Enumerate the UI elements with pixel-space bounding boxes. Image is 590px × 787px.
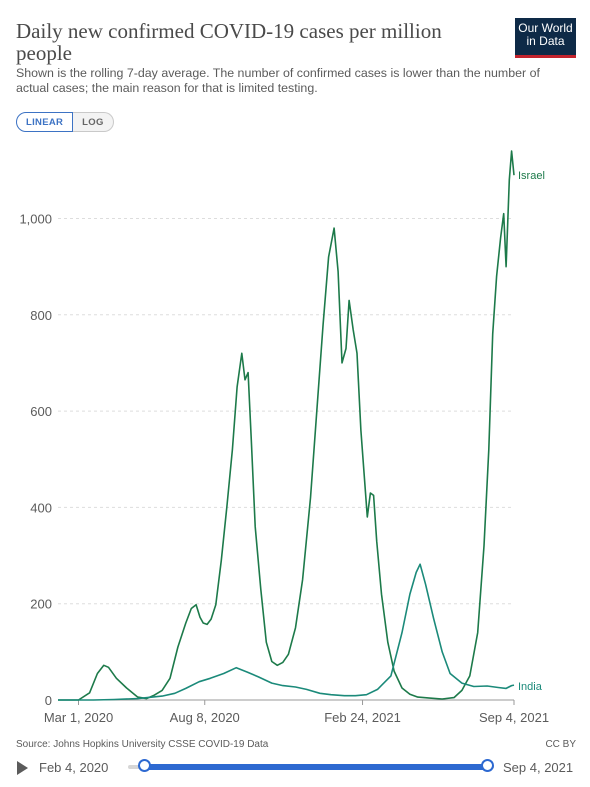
x-tick-label: Mar 1, 2020 <box>44 710 113 725</box>
chart-subtitle: Shown is the rolling 7-day average. The … <box>16 66 540 95</box>
timeline-end-label: Sep 4, 2021 <box>503 760 574 775</box>
owid-logo[interactable]: Our World in Data <box>515 18 576 58</box>
y-tick-label: 800 <box>30 308 52 323</box>
timeline-end-handle[interactable] <box>481 759 494 772</box>
source-note[interactable]: Source: Johns Hopkins University CSSE CO… <box>16 739 269 750</box>
x-tick-label: Feb 24, 2021 <box>324 710 401 725</box>
timeline-selected-range[interactable] <box>144 764 488 770</box>
timeline-start-label: Feb 4, 2020 <box>39 760 109 775</box>
series-label-israel: Israel <box>518 170 545 182</box>
logo-line-2: in Data <box>526 34 565 48</box>
linear-scale-button[interactable]: LINEAR <box>16 112 74 132</box>
series-line-israel <box>58 150 515 701</box>
y-tick-label: 200 <box>30 597 52 612</box>
license-label[interactable]: CC BY <box>545 739 576 750</box>
y-tick-label: 400 <box>30 500 52 515</box>
y-tick-label: 1,000 <box>19 212 52 227</box>
y-tick-label: 600 <box>30 404 52 419</box>
log-scale-button[interactable]: LOG <box>73 112 114 132</box>
timeline: Feb 4, 2020 Sep 4, 2021 <box>0 752 590 782</box>
line-chart: 0 200 400 600 800 1,000 Mar 1, 2020 Aug 8, 2020… <box>19 150 549 725</box>
y-tick-label: 0 <box>45 693 52 708</box>
series-line-india <box>58 563 515 701</box>
x-tick-label: Aug 8, 2020 <box>170 710 240 725</box>
series-label-india: India <box>518 681 543 693</box>
logo-line-1: Our World <box>518 21 573 35</box>
chart-title: Daily new confirmed COVID-19 cases per m… <box>16 19 442 65</box>
scale-toggle: LINEAR LOG <box>16 112 114 132</box>
x-tick-label: Sep 4, 2021 <box>479 710 549 725</box>
play-icon[interactable] <box>17 761 28 775</box>
timeline-start-handle[interactable] <box>138 759 151 772</box>
